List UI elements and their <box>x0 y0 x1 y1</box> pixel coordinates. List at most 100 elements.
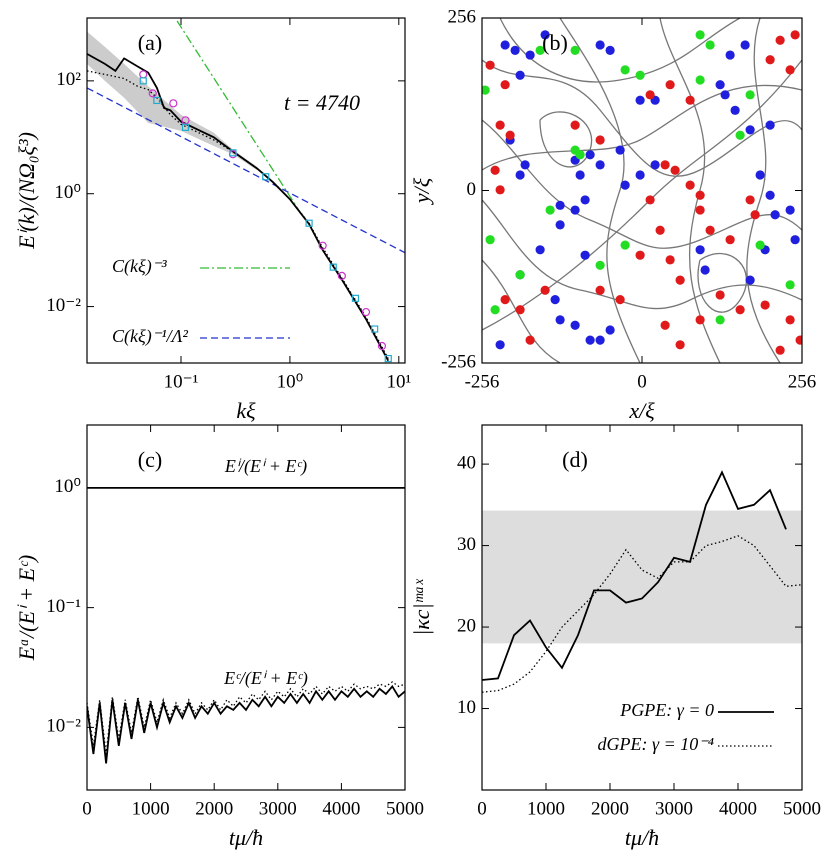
x-tick-label: 3000 <box>259 798 297 819</box>
vortex <box>660 320 670 330</box>
vortex <box>520 160 530 170</box>
y-tick-label: 20 <box>457 615 476 636</box>
vortex <box>745 125 755 135</box>
x-tick-label: 1000 <box>527 798 565 819</box>
vortex <box>740 40 750 50</box>
vortex <box>760 300 770 310</box>
vortex <box>735 130 745 140</box>
vortex <box>795 335 802 345</box>
vortex <box>605 45 615 55</box>
y-tick-label: 10⁰ <box>54 476 81 497</box>
vortex <box>705 40 715 50</box>
marker <box>318 241 327 250</box>
vortex <box>765 190 775 200</box>
vortex <box>515 305 525 315</box>
x-tick-label: 3000 <box>655 798 693 819</box>
vortex <box>580 195 590 205</box>
data-line <box>176 20 300 211</box>
vortex <box>745 90 755 100</box>
vortex <box>575 150 585 160</box>
vortex <box>495 120 505 130</box>
vortex <box>650 160 660 170</box>
vortex <box>595 40 605 50</box>
vortex <box>500 40 510 50</box>
vortex <box>785 280 795 290</box>
vortex <box>755 240 765 250</box>
data-line <box>482 535 802 693</box>
x-tick-label: 4000 <box>719 798 757 819</box>
legend-label: C(kξ)⁻¹/Λ² <box>112 326 188 347</box>
vortex <box>725 235 735 245</box>
plot-area <box>87 20 405 363</box>
vortex <box>750 210 760 220</box>
legend-label: PGPE: γ = 0 <box>619 700 714 720</box>
vortex <box>595 260 605 270</box>
x-tick-label: 0 <box>637 371 647 392</box>
y-tick-label: 10² <box>56 69 81 90</box>
streamline <box>482 199 802 310</box>
vortex <box>745 275 755 285</box>
vortex <box>620 240 630 250</box>
vortex <box>770 210 780 220</box>
vortex <box>570 205 580 215</box>
vortex <box>775 35 785 45</box>
x-tick-label: 10⁰ <box>277 371 304 392</box>
data-line <box>87 87 405 254</box>
vortex <box>535 45 545 55</box>
data-line <box>482 470 787 681</box>
vortex <box>665 255 675 265</box>
x-tick-label: -256 <box>465 371 500 392</box>
vortex <box>645 195 655 205</box>
marker <box>384 354 392 363</box>
vortex <box>535 245 545 255</box>
plot-area <box>482 30 802 355</box>
vortex <box>755 170 765 180</box>
vortex <box>790 30 800 40</box>
y-axis-label: y/ξ <box>409 177 434 205</box>
x-tick-label: 5000 <box>783 798 821 819</box>
marker <box>351 294 360 302</box>
vortex <box>685 95 695 105</box>
shaded-band <box>482 510 802 644</box>
vortex <box>540 30 550 40</box>
vortex <box>515 270 525 280</box>
vortex <box>790 235 800 245</box>
streamline <box>659 18 721 363</box>
plot-frame <box>86 424 406 791</box>
vortex <box>485 60 495 70</box>
vortex <box>730 105 740 115</box>
series-label: Eᶜ/(Eⁱ + Eᶜ) <box>223 668 308 689</box>
y-tick-label: 10⁻² <box>46 716 81 737</box>
vortex <box>490 305 500 315</box>
vortex <box>515 70 525 80</box>
y-tick-label: 10 <box>457 697 476 718</box>
vortex <box>695 75 705 85</box>
plot-area <box>87 487 405 764</box>
vortex <box>765 55 775 65</box>
vortex <box>765 120 775 130</box>
vortex <box>555 315 565 325</box>
y-tick-label: 10⁰ <box>54 182 81 203</box>
vortex <box>685 180 695 190</box>
vortex <box>490 165 500 175</box>
x-tick-label: 2000 <box>591 798 629 819</box>
vortex <box>482 85 490 95</box>
vortex <box>635 170 645 180</box>
vortex <box>550 295 560 305</box>
marker <box>139 70 148 79</box>
vortex <box>675 275 685 285</box>
data-line <box>87 53 389 362</box>
vortex <box>570 320 580 330</box>
panel-label: (a) <box>138 30 162 55</box>
data-line <box>87 70 389 359</box>
vortex <box>575 170 585 180</box>
y-axis-label: |κc|ᵐᵃˣ <box>409 578 434 635</box>
vortex <box>715 315 725 325</box>
vortex <box>720 90 730 100</box>
plot-frame <box>481 424 803 791</box>
vortex <box>615 145 625 155</box>
streamline <box>499 18 741 83</box>
vortex <box>635 95 645 105</box>
vortex <box>495 185 505 195</box>
vortex <box>635 250 645 260</box>
